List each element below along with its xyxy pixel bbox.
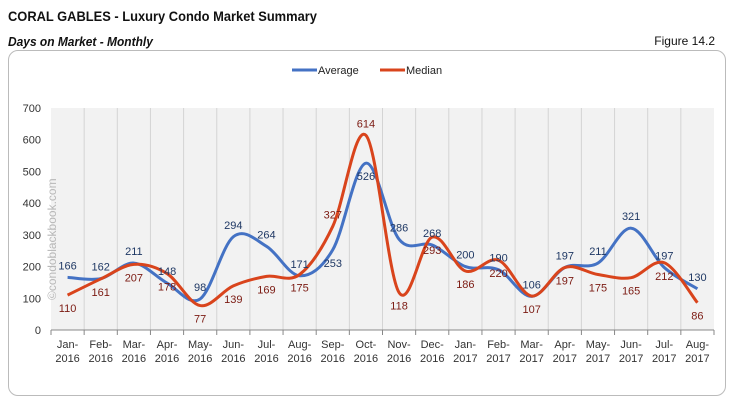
x-tick-label: 2017 <box>586 353 610 365</box>
data-label-median: 161 <box>92 287 110 299</box>
x-tick-label: 2017 <box>685 353 709 365</box>
data-label-average: 200 <box>456 250 474 262</box>
data-label-median: 118 <box>390 301 408 313</box>
x-tick-label: Oct- <box>356 339 377 351</box>
legend-label: Median <box>406 65 442 77</box>
data-label-median: 186 <box>456 279 474 291</box>
data-label-median: 77 <box>194 314 206 326</box>
y-tick-label: 200 <box>23 262 41 274</box>
x-tick-label: 2017 <box>652 353 676 365</box>
data-label-median: 110 <box>59 303 77 315</box>
data-label-average: 253 <box>324 258 342 270</box>
x-tick-label: 2016 <box>88 353 112 365</box>
data-label-average: 197 <box>655 251 673 263</box>
x-tick-label: Nov- <box>387 339 411 351</box>
x-tick-label: 2017 <box>519 353 543 365</box>
data-label-average: 162 <box>92 262 110 274</box>
data-label-average: 98 <box>194 282 206 294</box>
x-tick-label: Sep- <box>321 339 345 351</box>
data-label-median: 220 <box>489 268 507 280</box>
x-tick-label: Aug- <box>686 339 710 351</box>
data-label-median: 175 <box>589 283 607 295</box>
x-tick-label: Jul- <box>258 339 276 351</box>
x-tick-label: 2016 <box>55 353 79 365</box>
data-label-average: 264 <box>257 229 275 241</box>
y-tick-label: 100 <box>23 293 41 305</box>
data-label-average: 171 <box>290 259 308 271</box>
x-tick-label: Mar- <box>123 339 146 351</box>
x-tick-label: 2016 <box>420 353 444 365</box>
chart-subtitle: Days on Market - Monthly <box>8 34 153 49</box>
x-tick-label: Apr- <box>157 339 178 351</box>
chart-frame <box>8 50 726 396</box>
y-tick-label: 600 <box>23 135 41 147</box>
page-title: CORAL GABLES - Luxury Condo Market Summa… <box>8 8 317 24</box>
data-label-average: 211 <box>589 246 607 258</box>
x-tick-label: May- <box>188 339 213 351</box>
y-tick-label: 700 <box>23 103 41 115</box>
data-label-median: 212 <box>655 271 673 283</box>
data-label-average: 166 <box>58 260 76 272</box>
data-label-average: 197 <box>556 251 574 263</box>
figure-number: Figure 14.2 <box>654 34 715 48</box>
x-tick-label: Jan- <box>455 339 477 351</box>
x-tick-label: Mar- <box>520 339 543 351</box>
x-tick-label: Apr- <box>554 339 575 351</box>
y-tick-label: 300 <box>23 230 41 242</box>
data-label-average: 106 <box>522 279 540 291</box>
x-tick-label: 2016 <box>188 353 212 365</box>
x-tick-label: 2017 <box>453 353 477 365</box>
data-label-average: 190 <box>489 253 507 265</box>
x-tick-label: Aug- <box>288 339 312 351</box>
data-label-median: 207 <box>125 272 143 284</box>
y-tick-label: 400 <box>23 198 41 210</box>
data-label-median: 86 <box>691 311 703 323</box>
data-label-average: 148 <box>158 266 176 278</box>
data-label-median: 169 <box>257 284 275 296</box>
x-tick-label: 2016 <box>387 353 411 365</box>
x-tick-label: 2016 <box>254 353 278 365</box>
x-tick-label: 2016 <box>155 353 179 365</box>
data-label-median: 614 <box>357 118 375 130</box>
x-tick-label: Jun- <box>620 339 642 351</box>
data-label-average: 321 <box>622 211 640 223</box>
data-label-median: 293 <box>423 245 441 257</box>
x-tick-label: Dec- <box>421 339 445 351</box>
data-label-average: 294 <box>224 220 242 232</box>
x-tick-label: Jun- <box>223 339 245 351</box>
x-tick-label: 2016 <box>287 353 311 365</box>
legend-label: Average <box>318 65 359 77</box>
x-tick-label: Jul- <box>655 339 673 351</box>
x-tick-label: May- <box>586 339 611 351</box>
data-label-median: 178 <box>158 282 176 294</box>
y-tick-label: 0 <box>35 325 41 337</box>
x-tick-label: Feb- <box>89 339 112 351</box>
data-label-median: 165 <box>622 286 640 298</box>
x-tick-label: Jan- <box>57 339 79 351</box>
data-label-median: 175 <box>290 283 308 295</box>
data-label-average: 286 <box>390 222 408 234</box>
y-tick-label: 500 <box>23 166 41 178</box>
data-label-average: 526 <box>357 171 375 183</box>
watermark: ©condoblackbook.com <box>45 178 59 300</box>
data-label-median: 327 <box>324 209 342 221</box>
x-tick-label: 2016 <box>321 353 345 365</box>
data-label-median: 197 <box>556 276 574 288</box>
x-tick-label: 2016 <box>122 353 146 365</box>
data-label-average: 268 <box>423 228 441 240</box>
data-label-average: 211 <box>125 246 143 258</box>
data-label-median: 139 <box>224 294 242 306</box>
data-label-average: 130 <box>688 272 706 284</box>
x-tick-label: 2017 <box>619 353 643 365</box>
x-tick-label: 2017 <box>486 353 510 365</box>
x-tick-label: Feb- <box>487 339 510 351</box>
x-tick-label: 2016 <box>221 353 245 365</box>
data-label-median: 107 <box>522 304 540 316</box>
x-tick-label: 2017 <box>553 353 577 365</box>
series-line-median <box>66 132 699 308</box>
x-tick-label: 2016 <box>354 353 378 365</box>
